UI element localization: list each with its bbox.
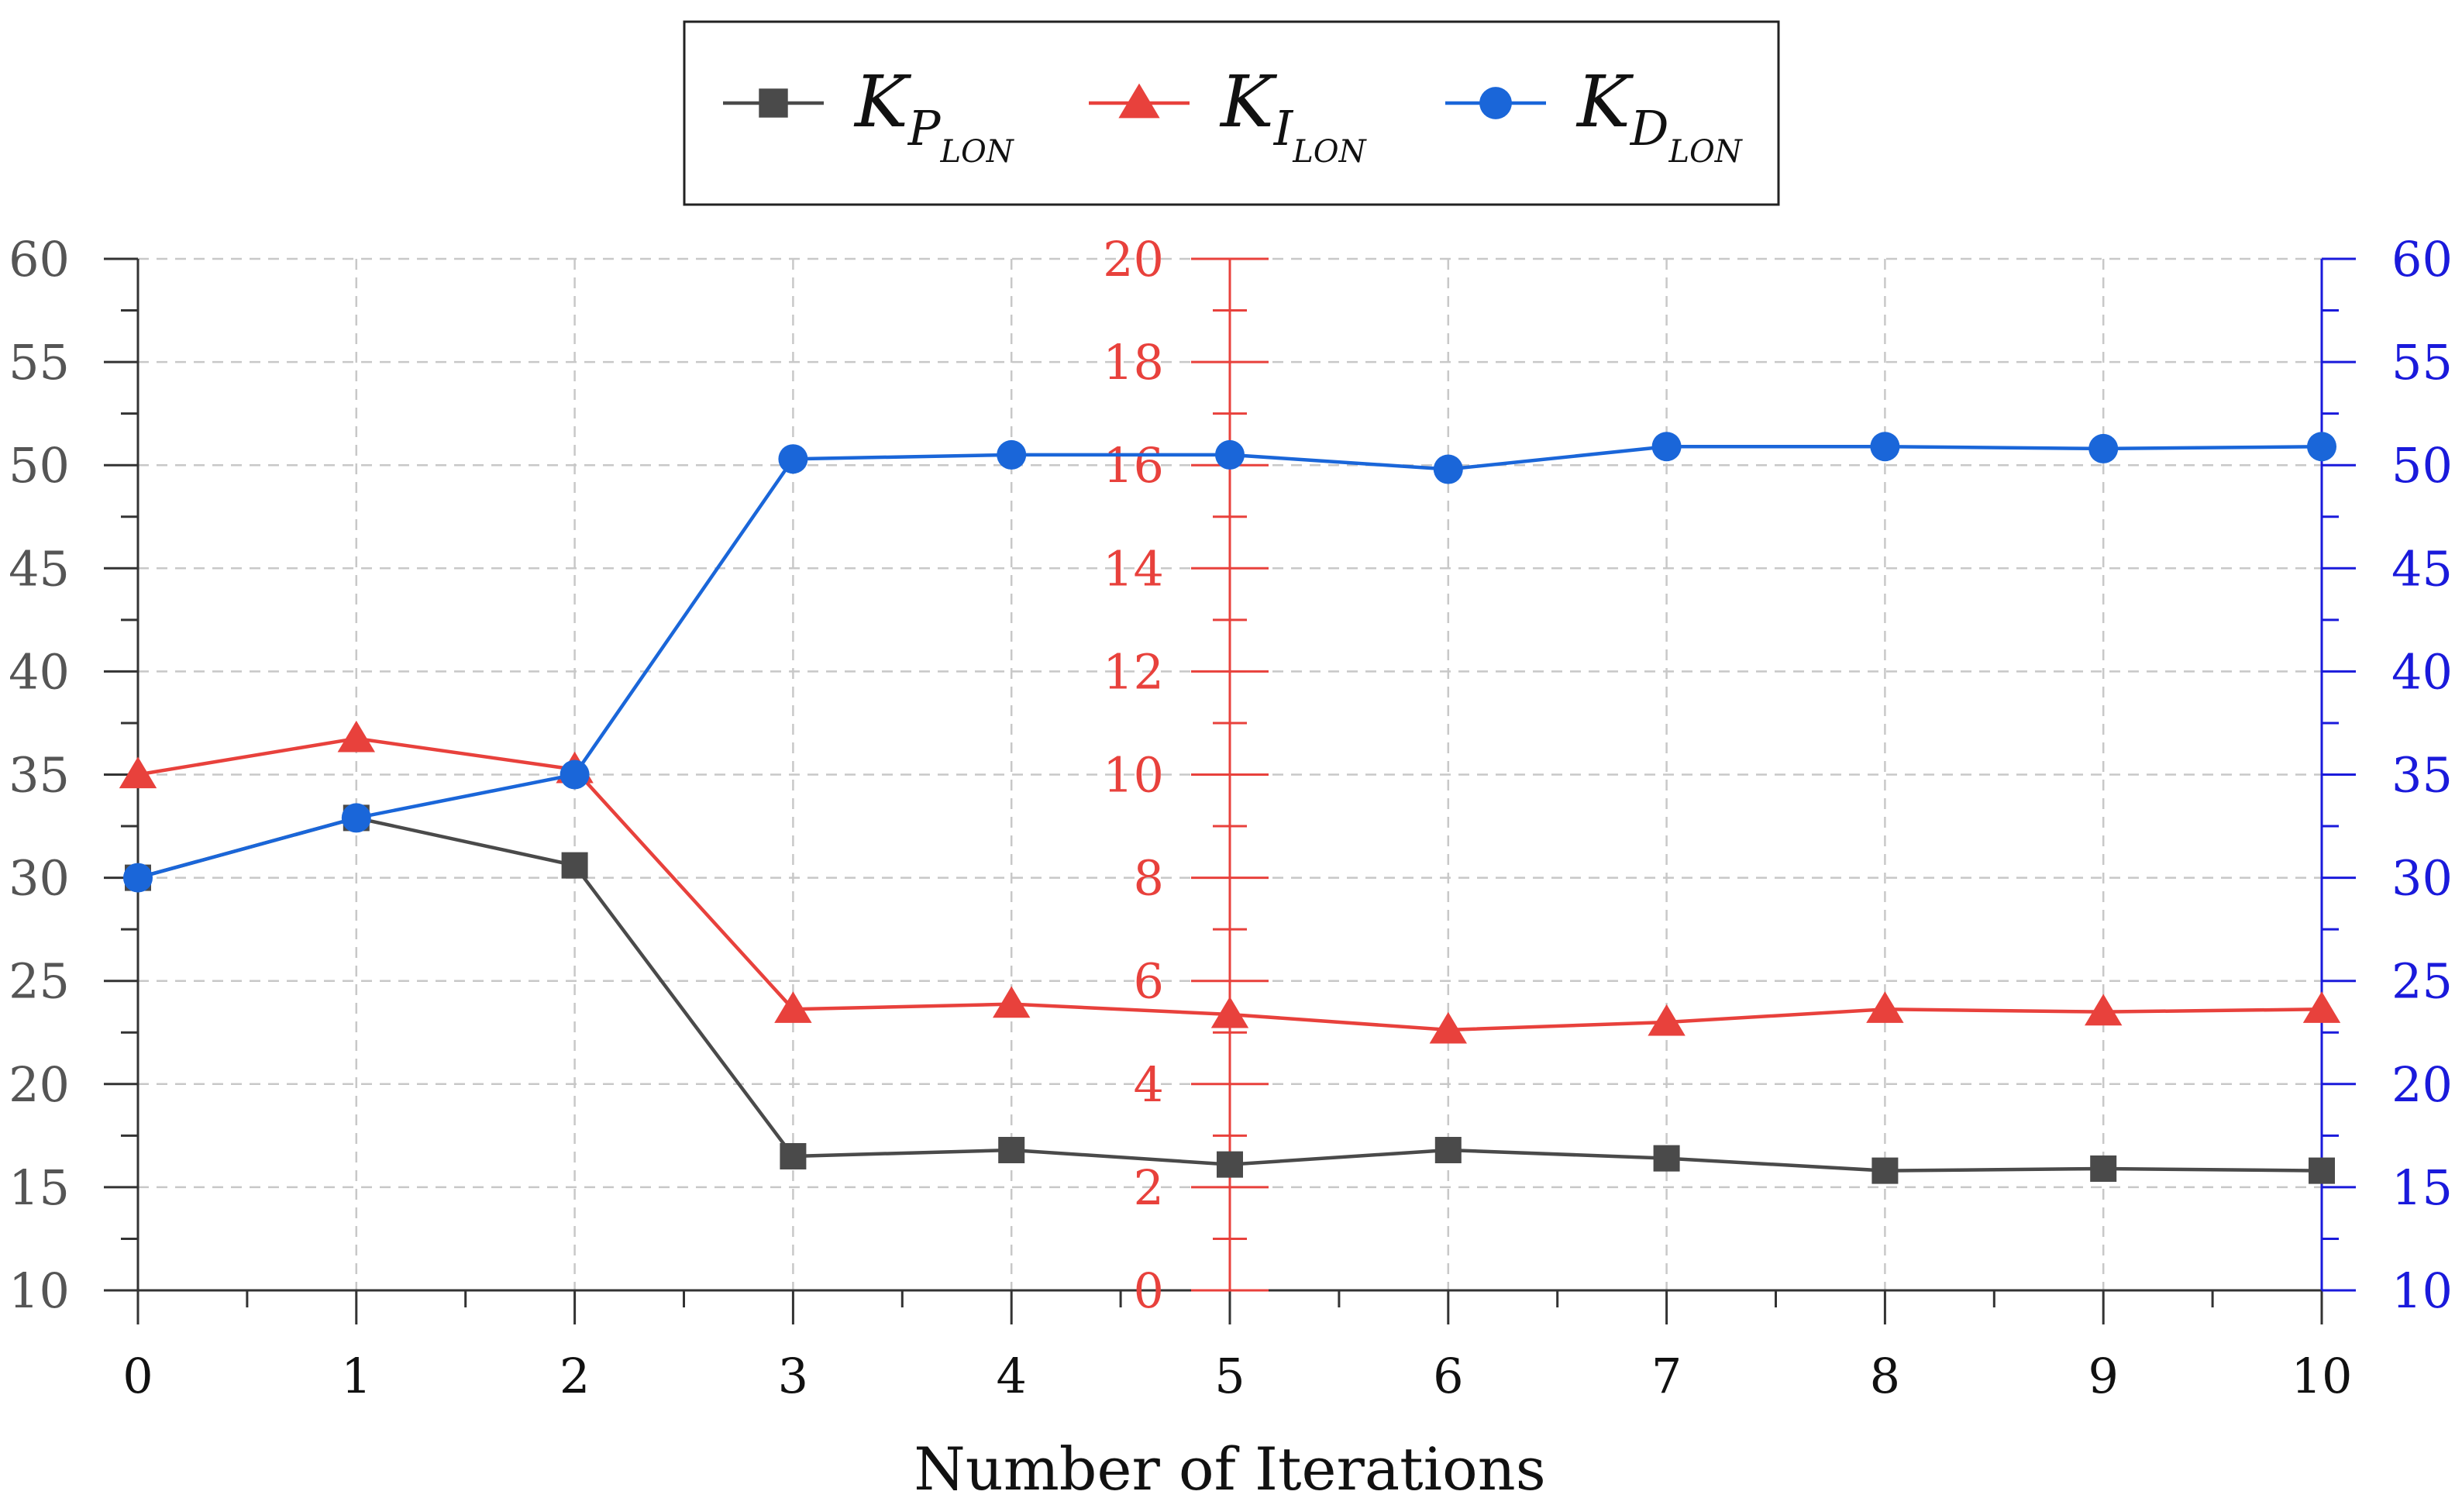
legend-box bbox=[683, 20, 1780, 206]
right-axis-tick-label: 35 bbox=[2391, 747, 2453, 804]
x-axis-tick-label: 9 bbox=[2088, 1348, 2118, 1404]
right-axis-tick-label: 60 bbox=[2391, 231, 2453, 288]
right-axis-tick-label: 25 bbox=[2391, 953, 2453, 1010]
data-point-triangle bbox=[774, 991, 812, 1023]
x-axis-tick-label: 4 bbox=[996, 1348, 1026, 1404]
x-axis-tick-label: 1 bbox=[341, 1348, 371, 1404]
data-point-circle bbox=[1651, 432, 1682, 462]
data-point-circle bbox=[1215, 439, 1245, 470]
left-axis-tick-label: 25 bbox=[9, 953, 70, 1010]
data-point-square bbox=[2090, 1155, 2117, 1182]
data-point-square bbox=[780, 1142, 807, 1169]
data-point-circle bbox=[1870, 432, 1900, 462]
middle-axis-tick-label: 2 bbox=[1134, 1159, 1164, 1216]
legend-label-subscript: D bbox=[1630, 100, 1669, 157]
series-layer bbox=[119, 432, 2341, 1184]
data-point-circle bbox=[560, 759, 590, 790]
data-point-circle bbox=[997, 439, 1027, 470]
left-axis-tick-label: 30 bbox=[9, 850, 70, 907]
data-point-circle bbox=[1433, 454, 1463, 484]
data-point-square bbox=[1217, 1151, 1243, 1178]
x-axis-tick-label: 5 bbox=[1214, 1348, 1245, 1404]
right-axis-tick-label: 50 bbox=[2391, 437, 2453, 494]
data-point-square bbox=[998, 1136, 1025, 1163]
right-axis-tick-label: 40 bbox=[2391, 643, 2453, 700]
middle-axis-tick-label: 20 bbox=[1103, 231, 1164, 288]
middle-axis-tick-label: 4 bbox=[1134, 1056, 1164, 1113]
middle-axis-tick-label: 8 bbox=[1134, 850, 1164, 907]
middle-axis-tick-label: 12 bbox=[1103, 643, 1164, 700]
x-axis-tick-label: 2 bbox=[560, 1348, 590, 1404]
data-point-triangle bbox=[1429, 1011, 1467, 1044]
data-point-triangle bbox=[993, 986, 1031, 1018]
data-point-triangle bbox=[1648, 1004, 1686, 1036]
data-point-circle bbox=[2307, 432, 2336, 462]
legend-label-main: K bbox=[1219, 60, 1278, 143]
grid-layer bbox=[138, 257, 2322, 1290]
legend-label-subsubscript: LON bbox=[939, 134, 1014, 170]
data-point-square bbox=[1434, 1136, 1462, 1163]
x-axis-label: Number of Iterations bbox=[914, 1435, 1545, 1503]
data-point-triangle bbox=[2302, 991, 2341, 1023]
middle-axis-tick-label: 0 bbox=[1134, 1262, 1164, 1319]
left-axis-tick-label: 45 bbox=[9, 540, 70, 597]
data-point-square bbox=[1871, 1157, 1899, 1184]
legend-label-circle: KDLON bbox=[1575, 60, 1744, 170]
legend-marker-square bbox=[759, 88, 788, 118]
x-axis-tick-label: 6 bbox=[1433, 1348, 1463, 1404]
right-axis-tick-label: 30 bbox=[2391, 850, 2453, 907]
data-point-circle bbox=[2088, 433, 2119, 463]
left-axis-tick-label: 15 bbox=[9, 1159, 70, 1216]
data-point-triangle bbox=[2085, 994, 2123, 1026]
series-square bbox=[125, 804, 2335, 1184]
legend-marker-circle bbox=[1479, 87, 1512, 119]
left-axis-tick-label: 60 bbox=[9, 231, 70, 288]
left-axis-tick-label: 40 bbox=[9, 643, 70, 700]
data-point-triangle bbox=[119, 756, 157, 789]
data-point-triangle bbox=[1866, 991, 1904, 1023]
x-axis-tick-label: 0 bbox=[122, 1348, 153, 1404]
data-point-circle bbox=[123, 863, 153, 893]
data-point-circle bbox=[341, 803, 371, 833]
middle-axis-tick-label: 6 bbox=[1134, 953, 1164, 1010]
legend-label-triangle: KILON bbox=[1219, 60, 1368, 170]
legend-label-subsubscript: LON bbox=[1292, 134, 1367, 170]
left-axis-tick-label: 35 bbox=[9, 747, 70, 804]
legend-marker-triangle bbox=[1118, 83, 1160, 119]
middle-axis-tick-label: 14 bbox=[1103, 540, 1164, 597]
data-point-square bbox=[561, 852, 588, 879]
right-axis-tick-label: 45 bbox=[2391, 540, 2453, 597]
right-axis-tick-label: 20 bbox=[2391, 1056, 2453, 1113]
data-point-square bbox=[1653, 1145, 1680, 1172]
series-circle bbox=[123, 432, 2336, 893]
legend-label-main: K bbox=[853, 60, 912, 143]
legend-label-subscript: I bbox=[1273, 100, 1294, 157]
x-axis-tick-label: 8 bbox=[1870, 1348, 1900, 1404]
legend-label-square: KPLON bbox=[853, 60, 1015, 170]
right-axis-tick-label: 55 bbox=[2391, 334, 2453, 391]
right-axis-tick-label: 15 bbox=[2391, 1159, 2453, 1216]
middle-axis-tick-label: 10 bbox=[1103, 747, 1164, 804]
right-axis-tick-label: 10 bbox=[2391, 1262, 2453, 1319]
middle-axis-tick-label: 18 bbox=[1103, 334, 1164, 391]
x-axis-tick-label: 7 bbox=[1651, 1348, 1682, 1404]
data-point-triangle bbox=[1210, 996, 1249, 1028]
x-axis-tick-label: 10 bbox=[2292, 1348, 2353, 1404]
x-axis-tick-label: 3 bbox=[778, 1348, 808, 1404]
data-point-triangle bbox=[337, 720, 375, 753]
left-axis-tick-label: 50 bbox=[9, 437, 70, 494]
middle-axis-tick-label: 16 bbox=[1103, 437, 1164, 494]
legend-label-subscript: P bbox=[907, 100, 942, 157]
data-point-square bbox=[2309, 1157, 2335, 1184]
left-axis-tick-label: 55 bbox=[9, 334, 70, 391]
legend-label-subsubscript: LON bbox=[1668, 134, 1743, 170]
legend-label-main: K bbox=[1575, 60, 1634, 143]
left-axis-tick-label: 20 bbox=[9, 1056, 70, 1113]
left-axis-tick-label: 10 bbox=[9, 1262, 70, 1319]
data-point-circle bbox=[778, 444, 808, 474]
